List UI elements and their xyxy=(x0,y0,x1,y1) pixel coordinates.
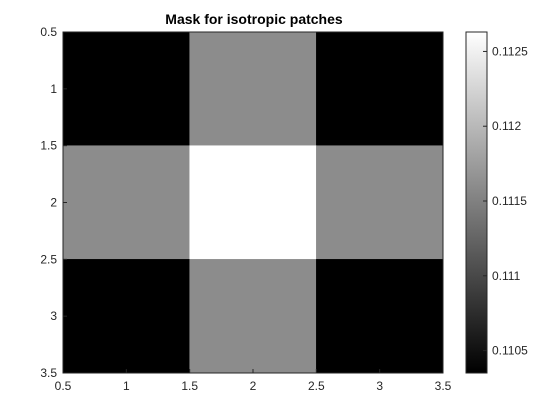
x-tick-label: 3.5 xyxy=(435,379,452,393)
x-tick-label: 0.5 xyxy=(55,379,72,393)
colorbar xyxy=(466,32,487,373)
heatmap-cell-r2-c3 xyxy=(316,146,443,260)
y-tick-label: 1.5 xyxy=(40,139,57,153)
x-tick-label: 3 xyxy=(376,379,383,393)
x-tick-label: 2.5 xyxy=(308,379,325,393)
colorbar-tick-label: 0.1115 xyxy=(492,194,527,208)
y-tick-label: 2 xyxy=(50,196,57,210)
colorbar-tick-label: 0.111 xyxy=(492,269,521,283)
chart-title: Mask for isotropic patches xyxy=(165,11,343,27)
heatmap-cell-r3-c1 xyxy=(63,259,190,373)
y-tick-label: 2.5 xyxy=(40,252,57,266)
colorbar-tick-label: 0.1125 xyxy=(492,44,528,58)
x-tick-label: 1.5 xyxy=(181,379,198,393)
x-tick-label: 1 xyxy=(123,379,130,393)
heatmap-cell-r3-c3 xyxy=(316,259,443,373)
y-tick-label: 3 xyxy=(50,309,57,323)
colorbar-tick-label: 0.1105 xyxy=(492,344,528,358)
heatmap-cell-r1-c3 xyxy=(316,32,443,146)
colorbar-ticks: 0.1105 0.111 0.1115 0.112 0.1125 xyxy=(483,44,528,357)
x-tick-label: 2 xyxy=(250,379,257,393)
heatmap-cells xyxy=(63,32,443,373)
y-tick-label: 0.5 xyxy=(40,25,57,39)
colorbar-tick-label: 0.112 xyxy=(492,119,521,133)
heatmap-cell-r3-c2 xyxy=(190,259,317,373)
heatmap-cell-r1-c2 xyxy=(190,32,317,146)
y-tick-label: 3.5 xyxy=(40,366,57,380)
y-tick-label: 1 xyxy=(50,82,57,96)
heatmap-cell-r1-c1 xyxy=(63,32,190,146)
heatmap-cell-r2-c1 xyxy=(63,146,190,260)
heatmap-cell-r2-c2 xyxy=(190,146,317,260)
